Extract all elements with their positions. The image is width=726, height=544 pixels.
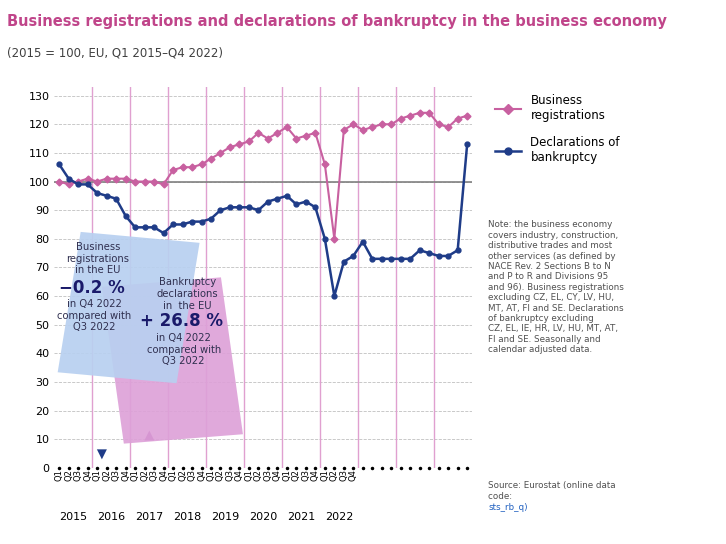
Text: Note: the business economy
covers industry, construction,
distributive trades an: Note: the business economy covers indust…: [488, 220, 624, 354]
Text: 2018: 2018: [173, 511, 201, 522]
Text: + 26.8 %: + 26.8 %: [140, 312, 223, 330]
Legend: Business
registrations, Declarations of
bankruptcy: Business registrations, Declarations of …: [490, 89, 624, 169]
Text: in Q4 2022
compared with
Q3 2022: in Q4 2022 compared with Q3 2022: [147, 333, 221, 366]
Text: 2015: 2015: [60, 511, 88, 522]
Text: 2016: 2016: [97, 511, 126, 522]
Text: 2019: 2019: [211, 511, 240, 522]
Text: Bankruptcy
declarations
in  the EU: Bankruptcy declarations in the EU: [157, 277, 218, 311]
Text: 2021: 2021: [287, 511, 315, 522]
Text: 2017: 2017: [135, 511, 163, 522]
Text: 2020: 2020: [249, 511, 277, 522]
Text: Business registrations and declarations of bankruptcy in the business economy: Business registrations and declarations …: [7, 14, 667, 29]
Text: in Q4 2022
compared with
Q3 2022: in Q4 2022 compared with Q3 2022: [57, 299, 131, 332]
Text: −0.2 %: −0.2 %: [60, 279, 125, 296]
Text: Business
registrations
in the EU: Business registrations in the EU: [67, 242, 129, 275]
Text: Source: Eurostat (online data
code:: Source: Eurostat (online data code:: [488, 481, 616, 501]
Text: (2015 = 100, EU, Q1 2015–Q4 2022): (2015 = 100, EU, Q1 2015–Q4 2022): [7, 46, 224, 59]
Text: 2022: 2022: [325, 511, 354, 522]
Text: sts_rb_q): sts_rb_q): [489, 503, 529, 512]
